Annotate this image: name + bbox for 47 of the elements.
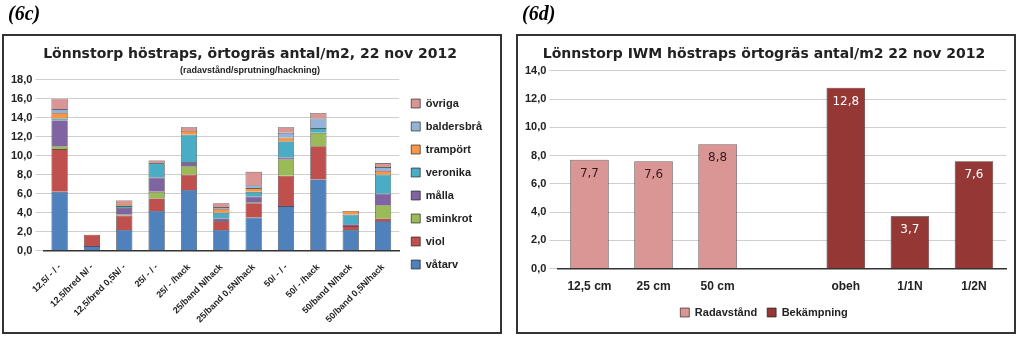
data-label: 7,6 bbox=[964, 167, 984, 182]
legend-label: veronika bbox=[425, 165, 472, 178]
y-tick-label: 14,0 bbox=[10, 110, 33, 123]
x-tick-label: 50 cm bbox=[700, 279, 735, 294]
y-tick-label: 16,0 bbox=[10, 91, 33, 104]
x-tick-label: 12,5 cm bbox=[567, 279, 612, 294]
y-tick-label: 10,0 bbox=[10, 148, 33, 161]
y-tick-label: 12,0 bbox=[524, 92, 547, 105]
y-tick-label: 2,0 bbox=[531, 233, 547, 246]
y-tick-label: 8,0 bbox=[17, 167, 33, 180]
y-tick-label: 4,0 bbox=[531, 205, 547, 218]
y-tick-label: 14,0 bbox=[524, 63, 547, 76]
y-tick-label: 2,0 bbox=[17, 224, 33, 237]
legend-label: baldersbrå bbox=[425, 119, 483, 132]
legend-label: trampört bbox=[425, 142, 472, 155]
legend-label: sminkrot bbox=[425, 211, 473, 224]
legend-label: övriga bbox=[425, 96, 460, 109]
legend-label: våtarv bbox=[425, 257, 460, 270]
x-tick-label: 1/2N bbox=[961, 279, 987, 294]
legend-label: Radavstånd bbox=[694, 305, 758, 318]
x-tick-label: obeh bbox=[831, 279, 861, 294]
x-tick-label: 25/ - / - bbox=[132, 261, 160, 289]
y-tick-label: 6,0 bbox=[531, 176, 547, 189]
y-tick-label: 6,0 bbox=[17, 186, 33, 199]
legend-label: Bekämpning bbox=[781, 305, 848, 318]
data-label: 7,6 bbox=[643, 167, 664, 182]
legend-label: målla bbox=[425, 188, 455, 201]
y-tick-label: 12,0 bbox=[10, 129, 33, 142]
data-label: 7,7 bbox=[579, 165, 599, 180]
legend-label: viol bbox=[425, 234, 445, 247]
y-tick-label: 8,0 bbox=[531, 148, 547, 161]
y-tick-label: 0,0 bbox=[531, 261, 547, 274]
y-tick-label: 4,0 bbox=[17, 205, 33, 218]
x-tick-label: 1/1N bbox=[897, 279, 923, 294]
y-tick-label: 10,0 bbox=[524, 120, 547, 133]
data-label: 3,7 bbox=[900, 222, 920, 237]
chart-title: Lönnstorp höstraps, örtogräs antal/m2, 22 nov 2012 bbox=[43, 45, 457, 62]
y-tick-label: 18,0 bbox=[10, 72, 33, 85]
data-label: 8,8 bbox=[708, 150, 728, 165]
x-tick-label: 25 cm bbox=[636, 279, 671, 294]
x-tick-label: 50/ - / - bbox=[261, 261, 290, 289]
chart-subtitle: (radavstånd/sprutning/hackning) bbox=[179, 64, 321, 75]
chart-title: Lönnstorp IWM höstraps örtogräs antal/m2 22 nov 2012 bbox=[542, 45, 986, 62]
text: (6c) bbox=[8, 2, 41, 25]
text: (6d) bbox=[522, 2, 556, 25]
data-label: 12,8 bbox=[832, 93, 860, 108]
y-tick-label: 0,0 bbox=[17, 243, 33, 256]
